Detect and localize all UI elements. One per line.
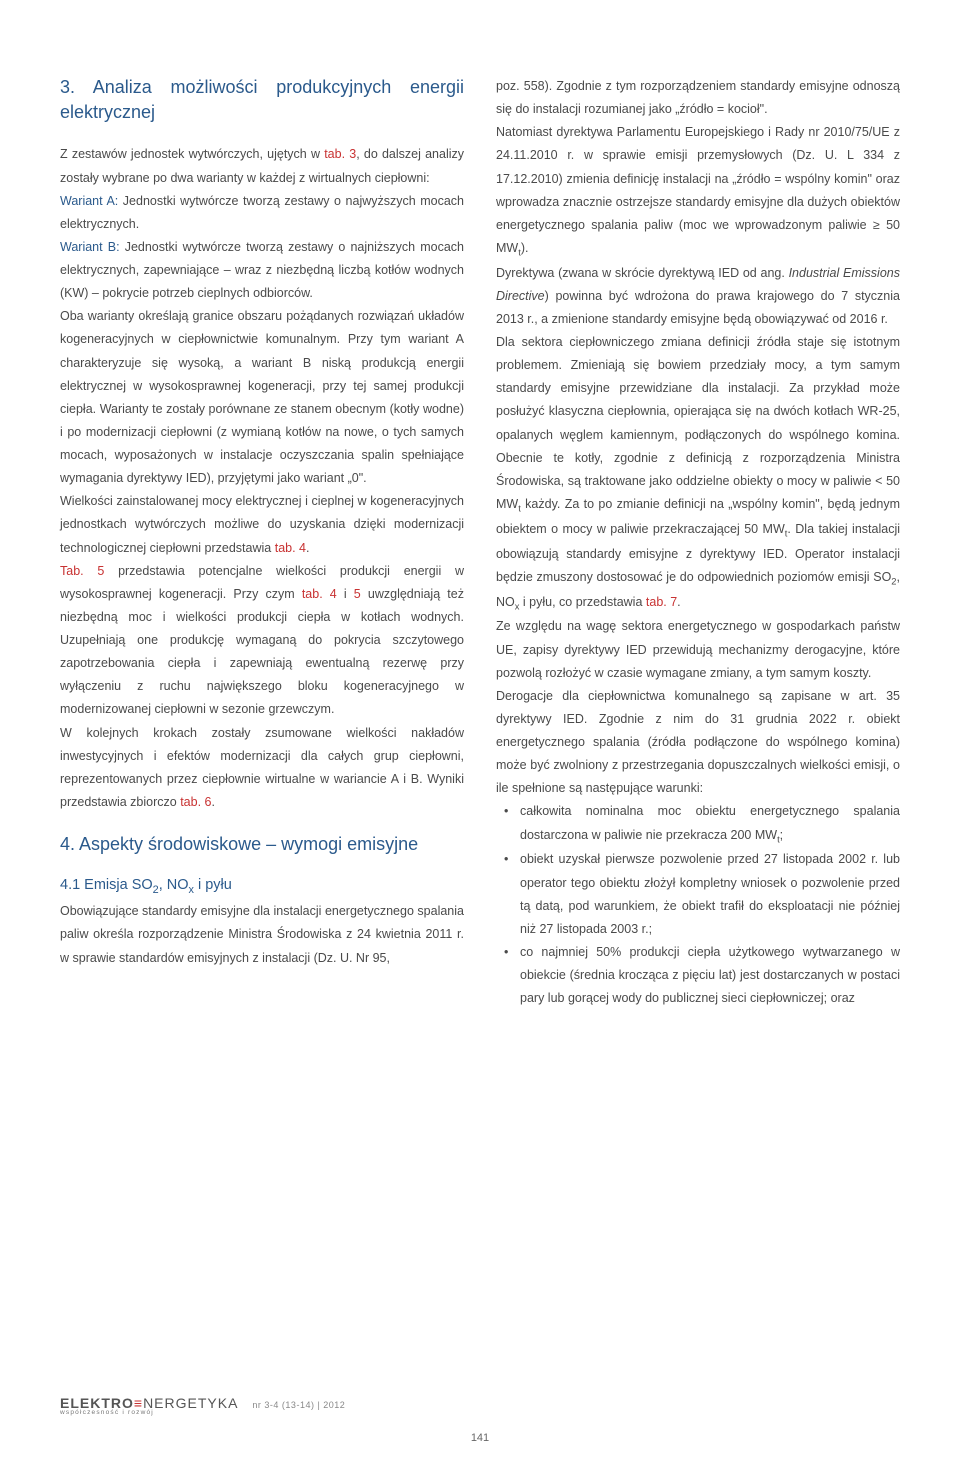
- para-both-variants: Oba warianty określają granice obszaru p…: [60, 305, 464, 490]
- text: W kolejnych krokach zostały zsumowane wi…: [60, 726, 464, 809]
- left-column: 3. Analiza możliwości produkcyjnych ener…: [60, 75, 464, 1010]
- ref-tab5: Tab. 5: [60, 564, 104, 578]
- text: uwzględniają też niezbędną moc i wielkoś…: [60, 587, 464, 717]
- bullet-2: obiekt uzyskał pierwsze pozwolenie przed…: [496, 848, 900, 941]
- ref-tab4: tab. 4: [275, 541, 306, 555]
- para-ied: Dyrektywa (zwana w skrócie dyrektywą IED…: [496, 262, 900, 331]
- para-directive: Natomiast dyrektywa Parlamentu Europejsk…: [496, 121, 900, 261]
- text: Natomiast dyrektywa Parlamentu Europejsk…: [496, 125, 900, 255]
- ref-tab6: tab. 6: [180, 795, 211, 809]
- para-poz558: poz. 558). Zgodnie z tym rozporządzeniem…: [496, 75, 900, 121]
- para-ue: Ze względu na wagę sektora energetyczneg…: [496, 615, 900, 684]
- para-tab5: Tab. 5 przedstawia potencjalne wielkości…: [60, 560, 464, 722]
- text: ) powinna być wdrożona do prawa krajoweg…: [496, 289, 900, 326]
- text: Jednostki wytwórcze tworzą zestawy o naj…: [60, 240, 464, 300]
- para-derogations: Derogacje dla ciepłownictwa komunalnego …: [496, 685, 900, 801]
- right-column: poz. 558). Zgodnie z tym rozporządzeniem…: [496, 75, 900, 1010]
- text: .: [306, 541, 309, 555]
- page-content: 3. Analiza możliwości produkcyjnych ener…: [60, 75, 900, 1010]
- text: całkowita nominalna moc obiektu energety…: [520, 804, 900, 841]
- ref-tab7: tab. 7: [646, 595, 677, 609]
- text: Z zestawów jednostek wytwórczych, ujętyc…: [60, 147, 324, 161]
- text: ;: [780, 828, 783, 842]
- page-footer: ELEKTRO≡NERGETYKA współczesność i rozwój…: [60, 1395, 900, 1444]
- para-intro: Z zestawów jednostek wytwórczych, ujętyc…: [60, 143, 464, 189]
- text: .: [677, 595, 680, 609]
- text: i pyłu: [194, 877, 232, 893]
- text: Dyrektywa (zwana w skrócie dyrektywą IED…: [496, 266, 789, 280]
- ref-tab4b: tab. 4: [302, 587, 337, 601]
- para-standards: Obowiązujące standardy emisyjne dla inst…: [60, 900, 464, 969]
- issue-label: nr 3-4 (13-14) | 2012: [252, 1400, 345, 1410]
- ref-tab3: tab. 3: [324, 147, 356, 161]
- para-variant-b: Wariant B: Jednostki wytwórcze tworzą ze…: [60, 236, 464, 305]
- text: 4.1 Emisja SO: [60, 877, 153, 893]
- bullet-list: całkowita nominalna moc obiektu energety…: [496, 800, 900, 1010]
- para-variant-a: Wariant A: Jednostki wytwórcze tworzą ze…: [60, 190, 464, 236]
- footer-line: ELEKTRO≡NERGETYKA współczesność i rozwój…: [60, 1395, 900, 1416]
- para-sector: Dla sektora ciepłowniczego zmiana defini…: [496, 331, 900, 615]
- text: ).: [521, 241, 529, 255]
- bullet-3: co najmniej 50% produkcji ciepła użytkow…: [496, 941, 900, 1010]
- page-number: 141: [60, 1432, 900, 1444]
- text: Wielkości zainstalowanej mocy elektryczn…: [60, 494, 464, 554]
- brand-part2: NERGETYKA: [143, 1395, 238, 1411]
- heading-sub-4-1: 4.1 Emisja SO2, NOx i pyłu: [60, 875, 464, 898]
- text: i pyłu, co przedstawia: [519, 595, 645, 609]
- text: , NO: [159, 877, 189, 893]
- brand-block: ELEKTRO≡NERGETYKA współczesność i rozwój: [60, 1395, 238, 1416]
- text: Dla sektora ciepłowniczego zmiana defini…: [496, 335, 900, 511]
- para-capacities: Wielkości zainstalowanej mocy elektryczn…: [60, 490, 464, 559]
- label-variant-a: Wariant A:: [60, 194, 118, 208]
- text: i: [337, 587, 354, 601]
- heading-section-4: 4. Aspekty środowiskowe – wymogi emisyjn…: [60, 832, 464, 857]
- heading-section-3: 3. Analiza możliwości produkcyjnych ener…: [60, 75, 464, 125]
- para-summary: W kolejnych krokach zostały zsumowane wi…: [60, 722, 464, 815]
- bullet-1: całkowita nominalna moc obiektu energety…: [496, 800, 900, 848]
- text: .: [211, 795, 214, 809]
- label-variant-b: Wariant B:: [60, 240, 120, 254]
- text: Jednostki wytwórcze tworzą zestawy o naj…: [60, 194, 464, 231]
- ref-5: 5: [354, 587, 361, 601]
